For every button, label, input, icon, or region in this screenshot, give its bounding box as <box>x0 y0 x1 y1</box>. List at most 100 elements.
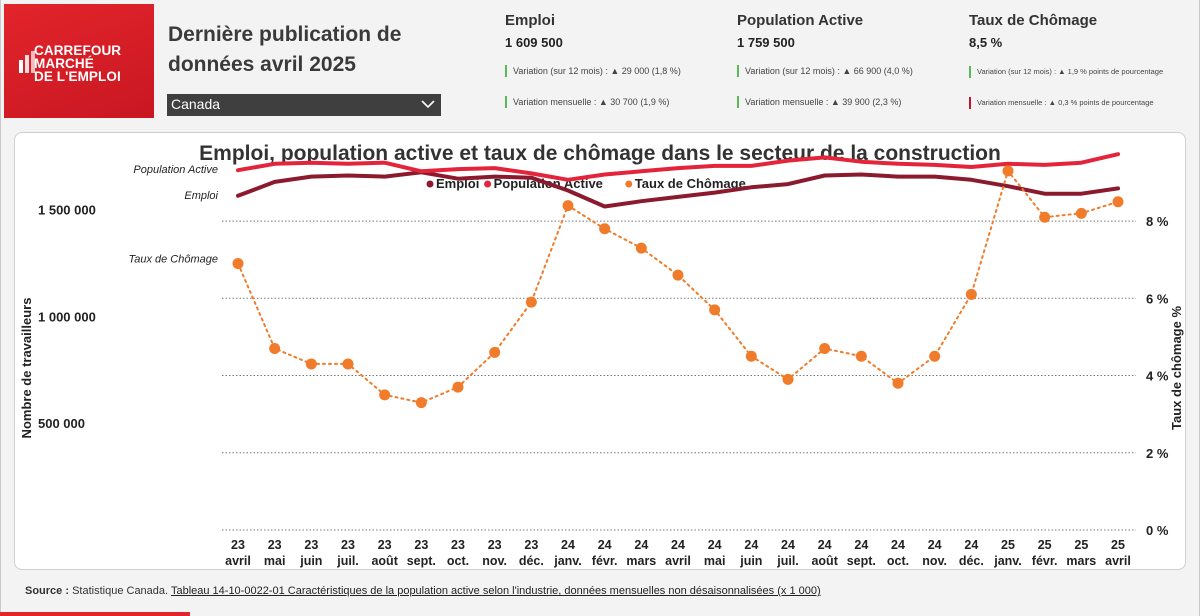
y-tick-label: 1 500 000 <box>38 203 96 218</box>
change-indicator <box>969 97 971 109</box>
page-title: Dernière publication de données avril 20… <box>168 20 468 80</box>
x-tick-month: avril <box>225 554 251 568</box>
data-point <box>1075 207 1087 219</box>
kpi-title: Taux de Chômage <box>969 12 1098 29</box>
x-tick-month: juil. <box>776 554 799 568</box>
x-tick-year: 25 <box>1038 538 1052 552</box>
x-tick-year: 25 <box>1001 538 1015 552</box>
series-inline-label: Population Active <box>133 164 218 176</box>
x-tick-year: 23 <box>524 538 538 552</box>
x-tick-year: 23 <box>414 538 428 552</box>
x-tick-month: mars <box>1066 554 1096 568</box>
data-point <box>782 373 794 385</box>
page-title-line-1: Dernière publication de <box>168 23 402 46</box>
source-link[interactable]: Tableau 14-10-0022-01 Caractéristiques d… <box>170 585 821 597</box>
x-tick-month: oct. <box>887 554 909 568</box>
logo-building-icon <box>19 51 35 73</box>
y-tick-label: 1 000 000 <box>38 309 96 324</box>
logo-line-3: DE L'EMPLOI <box>34 69 121 84</box>
series-line <box>237 169 1119 404</box>
kpi-monthly-change: Variation mensuelle : ▲ 39 900 (2,3 %) <box>737 96 901 108</box>
legend-marker <box>484 180 492 188</box>
y-axis-title: Nombre de travailleurs <box>19 298 34 439</box>
x-tick-year: 23 <box>268 538 282 552</box>
x-tick-year: 23 <box>231 538 245 552</box>
data-point <box>599 223 611 235</box>
x-tick-month: mai <box>264 554 286 568</box>
x-tick-month: juil. <box>336 554 359 568</box>
data-point <box>709 304 721 316</box>
x-tick-month: juin <box>299 554 322 568</box>
data-point <box>525 296 537 308</box>
data-point <box>452 381 464 393</box>
kpi-emploi: Emploi 1 609 500 <box>505 12 563 50</box>
legend-label: Taux de Chômage <box>635 176 746 191</box>
data-point <box>1112 196 1124 208</box>
data-point <box>892 377 904 389</box>
x-tick-year: 25 <box>1111 538 1125 552</box>
data-point <box>415 397 427 409</box>
kpi-monthly-change: Variation mensuelle : ▲ 30 700 (1,9 %) <box>505 96 669 108</box>
x-tick-year: 24 <box>818 538 832 552</box>
x-tick-month: nov. <box>922 554 947 568</box>
x-tick-month: févr. <box>592 554 618 568</box>
chevron-down-icon <box>421 100 435 109</box>
data-point <box>269 343 281 354</box>
x-tick-year: 24 <box>634 538 648 552</box>
x-tick-month: nov. <box>482 554 507 568</box>
data-point <box>562 200 574 212</box>
x-tick-month: août <box>811 554 838 568</box>
data-point <box>1002 165 1014 177</box>
kpi-population-active: Population Active 1 759 500 <box>737 12 863 50</box>
x-tick-year: 23 <box>341 538 355 552</box>
region-select-value: Canada <box>171 96 221 112</box>
x-tick-year: 23 <box>451 538 465 552</box>
data-point <box>342 358 354 370</box>
x-tick-year: 23 <box>378 538 392 552</box>
x-tick-year: 24 <box>598 538 612 552</box>
kpi-taux-chomage: Taux de Chômage 8,5 % <box>969 12 1097 50</box>
change-indicator <box>969 66 971 78</box>
kpi-value: 1 609 500 <box>505 35 563 50</box>
data-point <box>965 288 977 300</box>
logo-line-2: MARCHÉ <box>34 56 94 71</box>
x-tick-year: 24 <box>781 538 795 552</box>
series-inline-label: Emploi <box>184 190 218 202</box>
x-tick-year: 25 <box>1074 538 1088 552</box>
kpi-title: Population Active <box>737 12 864 29</box>
change-indicator <box>505 96 507 108</box>
source-text: Statistique Canada. <box>72 585 169 597</box>
x-tick-month: févr. <box>1032 554 1058 568</box>
y2-tick-label: 6 % <box>1146 291 1169 306</box>
x-tick-month: janv. <box>993 554 1022 568</box>
x-tick-year: 24 <box>671 538 685 552</box>
x-tick-month: mai <box>704 554 726 568</box>
x-tick-year: 24 <box>708 538 722 552</box>
source-label: Source : <box>25 585 70 597</box>
series-inline-label: Taux de Chômage <box>129 254 219 266</box>
kpi-value: 8,5 % <box>969 35 1003 50</box>
data-point <box>489 346 501 358</box>
y-tick-label: 500 000 <box>38 416 85 431</box>
legend-marker <box>625 180 633 188</box>
x-tick-month: janv. <box>553 554 582 568</box>
kpi-annual-change: Variation (sur 12 mois) : ▲ 29 000 (1,8 … <box>505 65 681 77</box>
y2-axis-title: Taux de chômage % <box>1169 306 1184 430</box>
x-tick-year: 24 <box>964 538 978 552</box>
x-tick-year: 24 <box>928 538 942 552</box>
region-select[interactable]: Canada <box>167 94 441 116</box>
x-tick-month: sept. <box>407 554 436 568</box>
data-point <box>379 389 391 401</box>
footer-accent-bar <box>0 612 190 616</box>
data-point <box>929 350 941 362</box>
data-point <box>855 350 867 362</box>
legend-marker <box>426 180 434 188</box>
y2-tick-label: 4 % <box>1146 369 1169 384</box>
y2-tick-label: 0 % <box>1146 523 1169 538</box>
x-tick-month: avril <box>1105 554 1131 568</box>
data-point <box>672 269 684 281</box>
x-tick-month: juin <box>739 554 762 568</box>
series-line <box>236 152 1120 182</box>
logo-line-1: CARREFOUR <box>34 43 122 58</box>
kpi-title: Emploi <box>505 12 556 29</box>
